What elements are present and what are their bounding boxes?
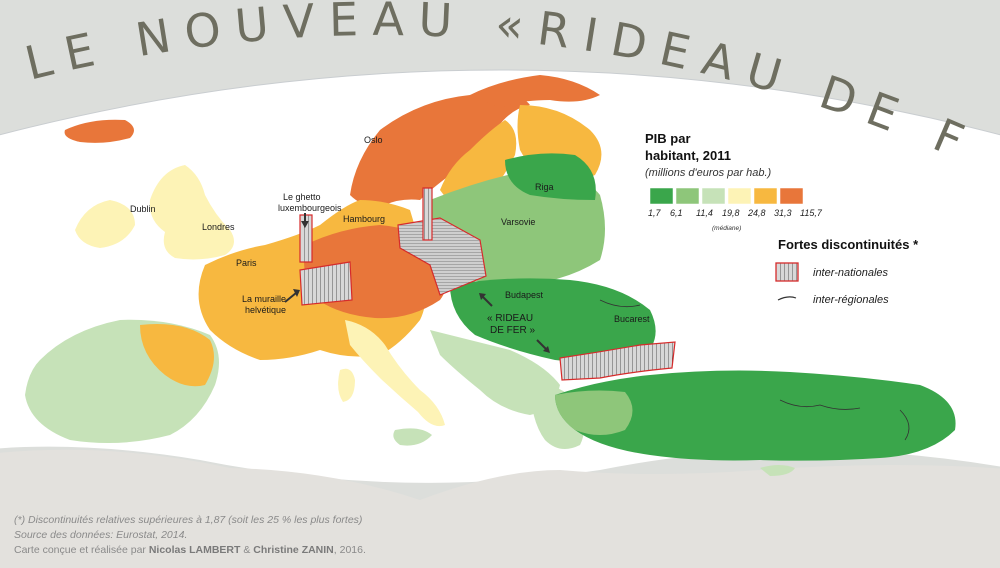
- credit-suffix: , 2016.: [333, 544, 366, 556]
- muraille-label-line1: La muraille: [242, 294, 286, 304]
- legend-value-3: 11,4: [696, 208, 713, 218]
- author-2: Christine ZANIN: [253, 544, 334, 556]
- city-varsovie: Varsovie: [501, 217, 535, 227]
- cyprus: [760, 465, 795, 476]
- city-budapest: Budapest: [505, 290, 544, 300]
- africa-land: [0, 449, 1000, 568]
- muraille-arrow: [284, 292, 297, 303]
- source: Source des données: Eurostat, 2014.: [14, 529, 188, 541]
- ireland: [75, 200, 135, 248]
- rideau-arrow-down: [536, 339, 548, 351]
- legend-value-2: 6,1: [670, 208, 683, 218]
- legend-value-4: 19,8: [722, 208, 740, 218]
- wall-luxembourg: [299, 214, 313, 263]
- city-londres: Londres: [202, 222, 235, 232]
- rideau-label-line1: « RIDEAU: [487, 313, 533, 324]
- international-swatch: [775, 262, 799, 282]
- legend-value-5: 24,8: [747, 208, 766, 218]
- wall-hamburg-tower: [422, 187, 433, 241]
- turkey: [555, 370, 956, 461]
- north-norway: [470, 75, 600, 108]
- credit-prefix: Carte conçue et réalisée par: [14, 544, 149, 556]
- rideau-label-line2: DE FER »: [490, 325, 535, 336]
- city-dublin: Dublin: [130, 204, 156, 214]
- author-1: Nicolas LAMBERT: [148, 544, 241, 556]
- iberia-east: [140, 324, 214, 387]
- rideau-arrow-up: [481, 295, 493, 307]
- sardinia: [338, 368, 355, 402]
- credit: Carte conçue et réalisée par Nicolas LAM…: [14, 544, 366, 556]
- credit-and: &: [240, 544, 254, 556]
- legend-swatches: [649, 187, 804, 205]
- wall-swiss: [299, 261, 353, 306]
- balkans: [430, 330, 560, 415]
- legend-value-7: 115,7: [800, 208, 823, 218]
- legend-values: 1,7 6,1 11,4 19,8 24,8 31,3 115,7: [648, 208, 823, 218]
- legend-swatch-1: [649, 187, 674, 205]
- city-oslo: Oslo: [364, 135, 383, 145]
- sicily: [393, 428, 432, 446]
- iceland: [64, 119, 134, 143]
- legend-title-line2: habitant, 2011: [645, 148, 731, 163]
- legend-median: (médiane): [712, 225, 741, 232]
- great-britain: [149, 165, 234, 260]
- legend-title-line1: PIB par: [645, 131, 691, 146]
- discontinuity-regional: inter-régionales: [813, 294, 889, 306]
- ghetto-label-line1: Le ghetto: [283, 192, 321, 202]
- norway: [350, 93, 530, 207]
- legend-swatch-2: [675, 187, 700, 205]
- city-bucarest: Bucarest: [614, 314, 650, 324]
- baltic-north: [505, 153, 596, 200]
- legend-swatch-4: [727, 187, 752, 205]
- wall-east-germany: [397, 217, 487, 296]
- city-paris: Paris: [236, 258, 257, 268]
- sweden: [440, 120, 517, 210]
- wall-romania: [559, 341, 676, 381]
- city-hambourg: Hambourg: [343, 214, 385, 224]
- city-riga: Riga: [535, 182, 554, 192]
- legend-swatch-3: [701, 187, 726, 205]
- hungary-romania: [450, 278, 656, 363]
- discontinuity-international: inter-nationales: [813, 267, 889, 279]
- turkey-west: [555, 390, 633, 435]
- muraille-label-line2: helvétique: [245, 305, 286, 315]
- regional-swatch: [777, 296, 797, 301]
- footnote: (*) Discontinuités relatives supérieures…: [14, 514, 363, 526]
- ghetto-label-line2: luxembourgeois: [278, 203, 342, 213]
- italy: [345, 320, 445, 427]
- discontinuity-title: Fortes discontinuités *: [778, 237, 919, 252]
- legend-swatch-6: [779, 187, 804, 205]
- legend-value-1: 1,7: [648, 208, 662, 218]
- legend-subtitle: (millions d'euros par hab.): [645, 167, 772, 179]
- legend-swatch-5: [753, 187, 778, 205]
- legend-value-6: 31,3: [774, 208, 792, 218]
